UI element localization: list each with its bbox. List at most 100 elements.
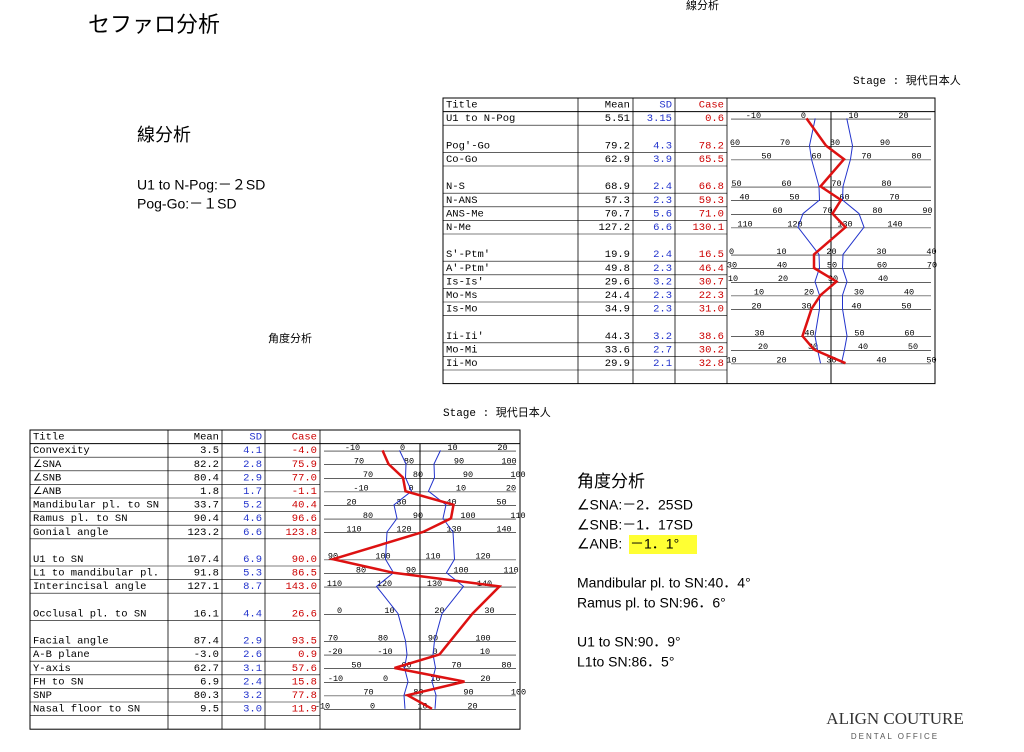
scale-tick-label: 80 — [830, 138, 840, 148]
cell: 4.1 — [243, 445, 262, 457]
cell: 5.6 — [653, 208, 672, 220]
cell: Convexity — [33, 445, 90, 457]
scale-tick-label: 140 — [887, 220, 902, 230]
scale-tick-label: 60 — [904, 329, 914, 339]
note: U1 to N-Pog:－２SD — [137, 177, 265, 193]
note: ∠SNB:－1．17SD — [577, 517, 693, 533]
cell: 33.7 — [194, 500, 219, 512]
cell: 44.3 — [605, 331, 630, 343]
cell: ANS-Me — [446, 208, 484, 220]
scale-tick-label: 70 — [363, 688, 373, 698]
cell: 11.9 — [292, 704, 317, 716]
cell: -4.0 — [292, 445, 317, 457]
scale-tick-label: 110 — [346, 525, 361, 535]
scale-tick-label: 70 — [831, 179, 841, 189]
scale-tick-label: 50 — [731, 179, 741, 189]
cell: Is-Mo — [446, 304, 478, 316]
scale-tick-label: 20 — [751, 301, 761, 311]
scale-tick-label: 80 — [881, 179, 891, 189]
scale-tick-label: 60 — [877, 261, 887, 271]
cell: 80.3 — [194, 690, 219, 702]
cell: 2.7 — [653, 344, 672, 356]
cell: 3.1 — [243, 663, 262, 675]
scale-tick-label: 40 — [777, 261, 787, 271]
label: 角度分析 — [268, 331, 312, 345]
cell: -3.0 — [194, 649, 219, 661]
cell: 79.2 — [605, 140, 630, 152]
sd-line-high — [427, 450, 465, 709]
cell: 29.6 — [605, 276, 630, 288]
scale-tick-label: -10 — [328, 674, 343, 684]
stage: Stage : 現代日本人 — [443, 405, 551, 420]
cell: U1 to SN — [33, 554, 83, 566]
scale-tick-label: 40 — [904, 288, 914, 298]
logo-sub: DENTAL OFFICE — [851, 732, 939, 741]
highlight — [629, 535, 697, 554]
cell: 5.2 — [243, 500, 262, 512]
cell: 29.9 — [605, 358, 630, 370]
cell: 130.1 — [692, 222, 724, 234]
scale-tick-label: 0 — [408, 484, 413, 494]
cell: 91.8 — [194, 568, 219, 580]
scale-tick-label: 0 — [400, 443, 405, 453]
note: Ramus pl. to SN:96．6° — [577, 595, 726, 611]
cell: 4.4 — [243, 608, 262, 620]
cell: 90.4 — [194, 513, 219, 525]
cell: 16.5 — [699, 249, 724, 261]
cell: ∠SNA — [33, 458, 62, 471]
scale-tick-label: 40 — [804, 329, 814, 339]
top-label: 線分析 — [686, 0, 719, 12]
cell: 78.2 — [699, 140, 724, 152]
cell: Is-Is' — [446, 276, 484, 288]
cell: Mandibular pl. to SN — [33, 500, 159, 512]
cell: 3.15 — [647, 113, 672, 125]
scale-tick-label: 70 — [889, 193, 899, 203]
scale-tick-label: 100 — [475, 633, 490, 643]
cell: 30.7 — [699, 276, 724, 288]
column-header: Case — [699, 100, 724, 112]
cell: 2.4 — [653, 249, 672, 261]
cell: 5.3 — [243, 568, 262, 580]
cell: Gonial angle — [33, 527, 109, 539]
scale-tick-label: 10 — [447, 443, 457, 453]
scale-tick-label: 80 — [356, 565, 366, 575]
cell: -1.1 — [292, 486, 317, 498]
scale-tick-label: 0 — [729, 247, 734, 257]
cell: 4.6 — [243, 513, 262, 525]
cell: 34.9 — [605, 304, 630, 316]
scale-tick-label: 20 — [804, 288, 814, 298]
scale-tick-label: 30 — [754, 329, 764, 339]
cell: FH to SN — [33, 676, 83, 688]
scale-tick-label: 10 — [726, 356, 736, 366]
cell: N-ANS — [446, 195, 478, 207]
scale-tick-label: 70 — [822, 206, 832, 216]
scale-tick-label: -10 — [345, 443, 360, 453]
scale-tick-label: 20 — [898, 111, 908, 121]
cell: 2.3 — [653, 195, 672, 207]
cell: 93.5 — [292, 636, 317, 648]
scale-tick-label: 110 — [510, 511, 525, 521]
cell: 46.4 — [699, 263, 724, 275]
scale-tick-label: 80 — [404, 457, 414, 467]
cell: N-S — [446, 181, 465, 193]
scale-tick-label: 120 — [396, 525, 411, 535]
cell: 19.9 — [605, 249, 630, 261]
note: Mandibular pl. to SN:40．4° — [577, 575, 751, 591]
scale-tick-label: 120 — [377, 579, 392, 589]
cell: 4.3 — [653, 140, 672, 152]
scale-tick-label: 90 — [413, 511, 423, 521]
cell: 2.1 — [653, 358, 672, 370]
table-frame — [442, 97, 936, 385]
scale-tick-label: 30 — [854, 288, 864, 298]
cell: 1.8 — [200, 486, 219, 498]
cell: Y-axis — [33, 663, 71, 675]
scale-tick-label: -10 — [353, 484, 368, 494]
cell: Interincisal angle — [33, 581, 146, 593]
scale-tick-label: 80 — [413, 470, 423, 480]
cell: Nasal floor to SN — [33, 704, 140, 716]
cell: L1 to mandibular pl. — [33, 568, 159, 580]
cell: 6.6 — [243, 527, 262, 539]
scale-tick-label: 90 — [463, 688, 473, 698]
